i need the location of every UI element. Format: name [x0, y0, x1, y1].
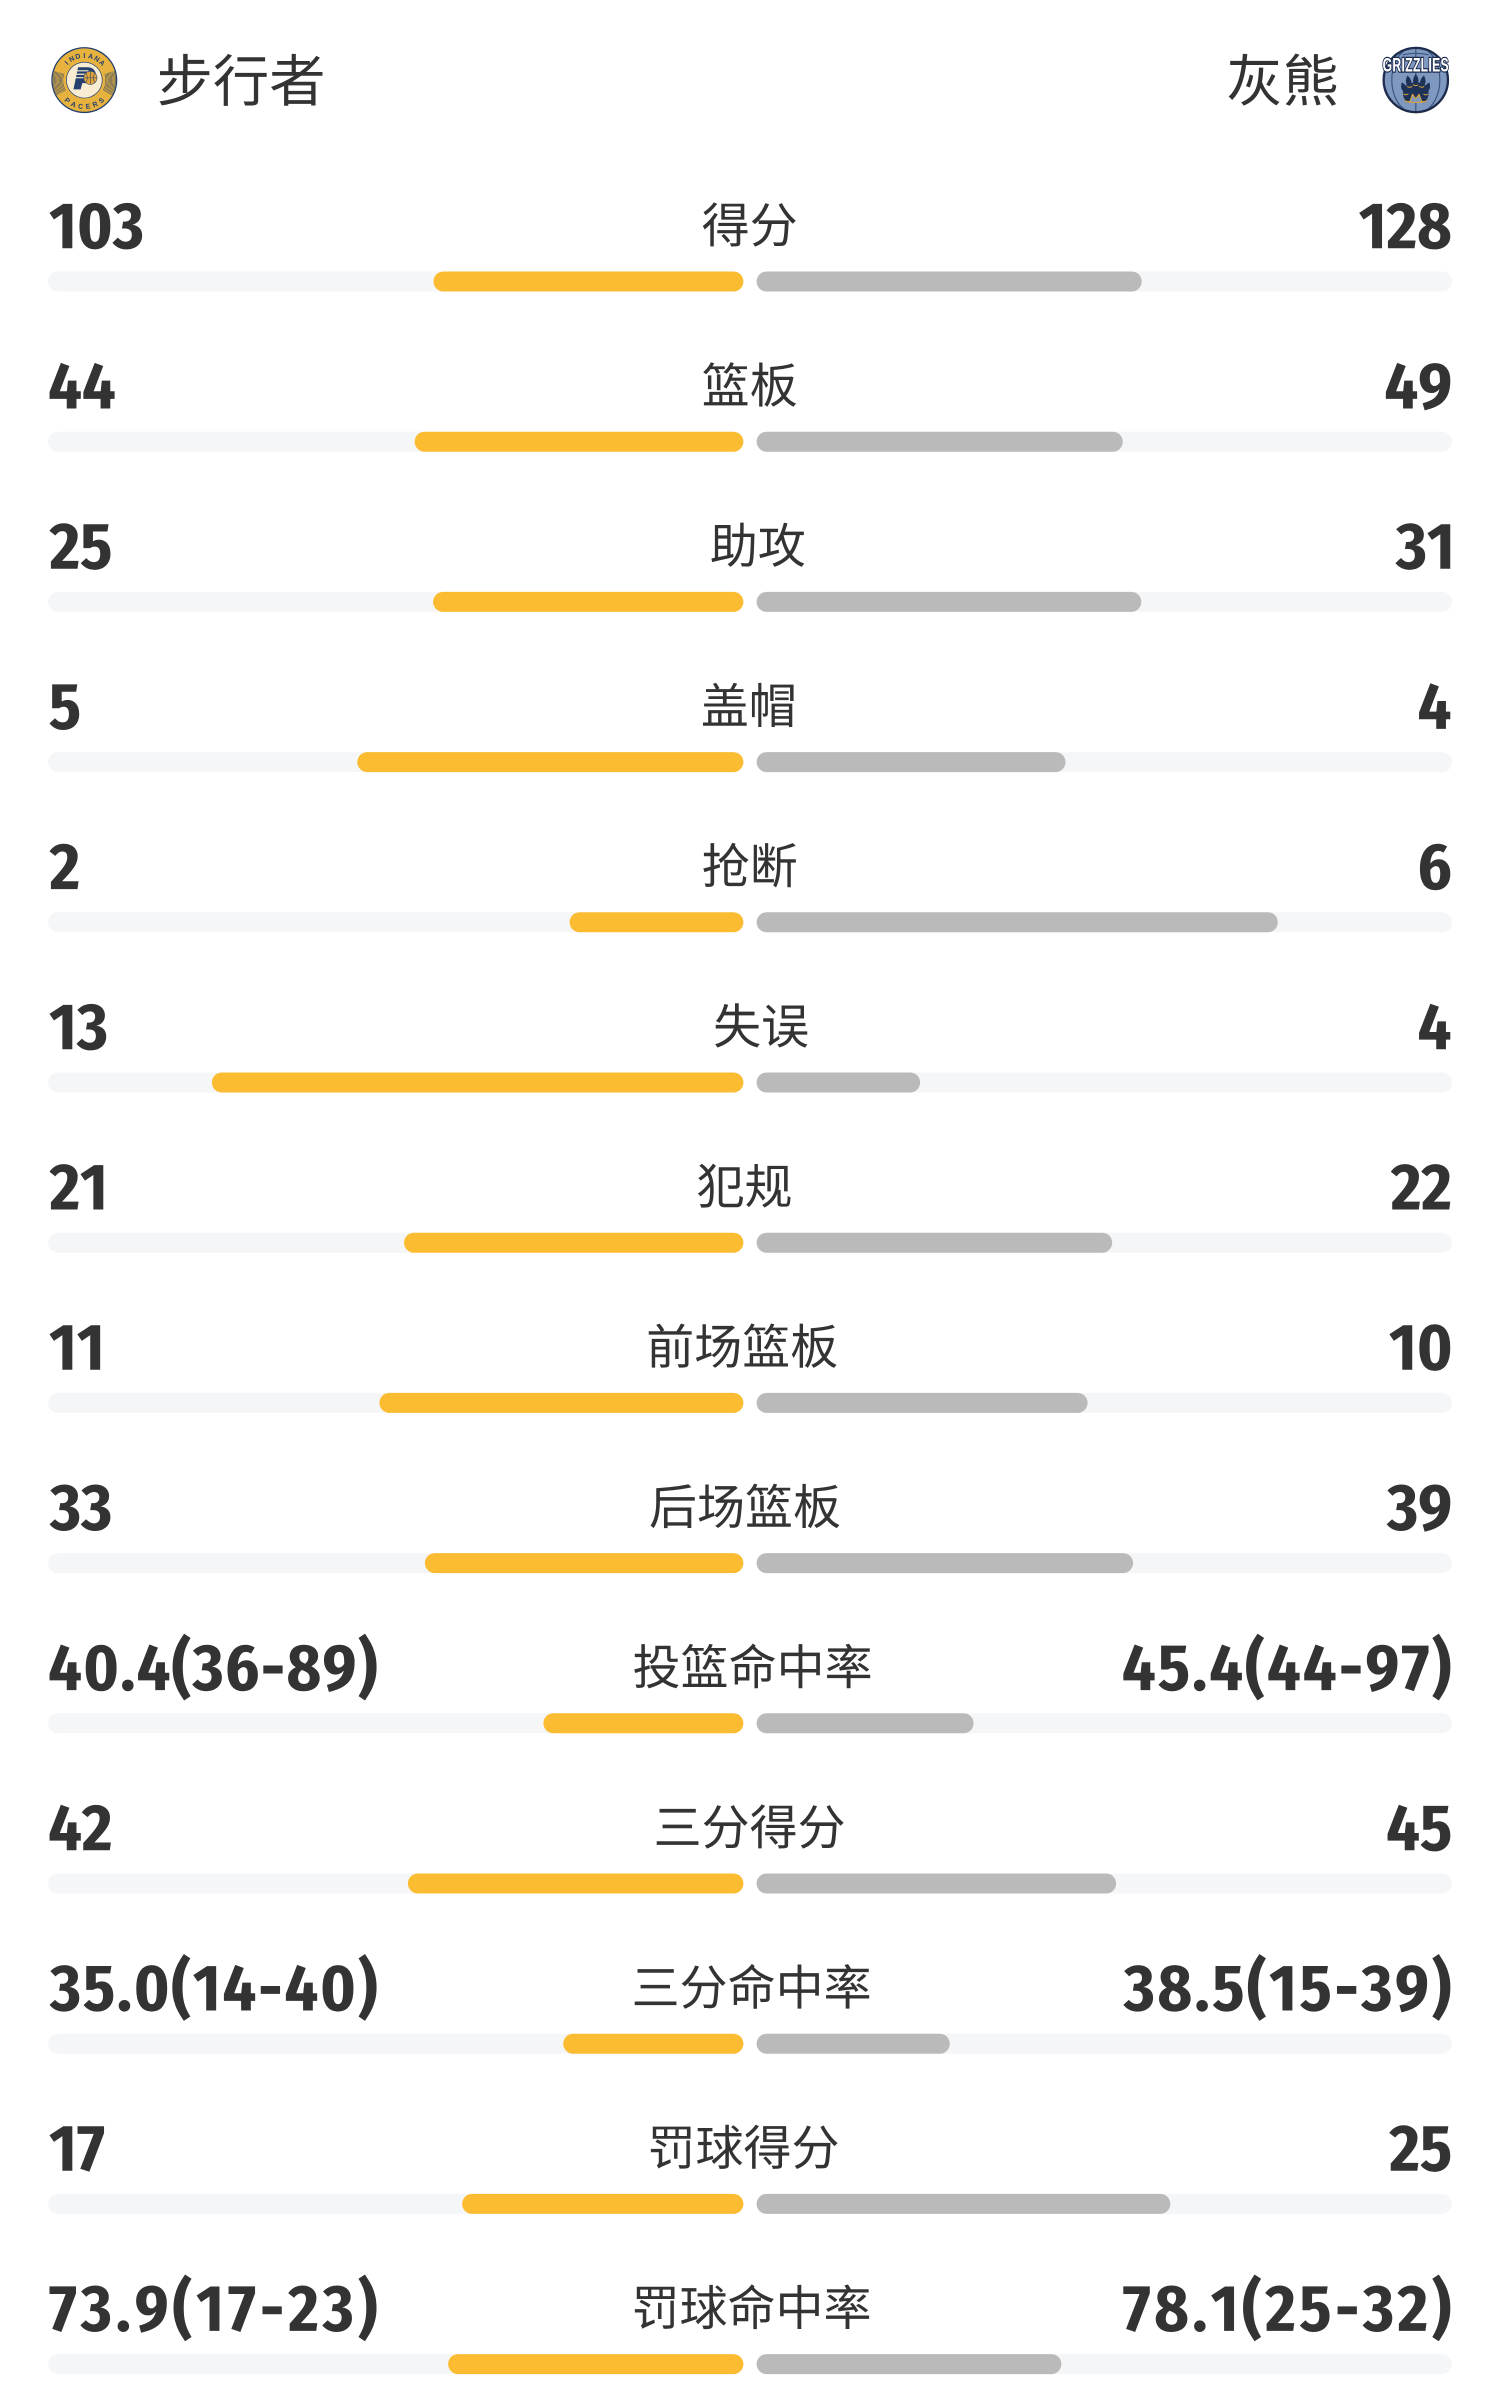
svg-text:I: I	[83, 53, 85, 60]
svg-text:N: N	[68, 55, 76, 64]
svg-text:A: A	[69, 101, 76, 109]
svg-text:E: E	[85, 103, 91, 111]
svg-text:GRIZZLIES: GRIZZLIES	[1383, 56, 1449, 76]
svg-text:D: D	[75, 53, 82, 61]
svg-text:C: C	[77, 103, 83, 111]
svg-text:N: N	[92, 55, 100, 64]
svg-text:R: R	[92, 101, 99, 109]
svg-text:A: A	[97, 59, 106, 68]
svg-text:P: P	[63, 97, 71, 106]
svg-text:I: I	[64, 60, 70, 66]
svg-text:S: S	[98, 97, 106, 106]
svg-text:A: A	[87, 53, 94, 61]
